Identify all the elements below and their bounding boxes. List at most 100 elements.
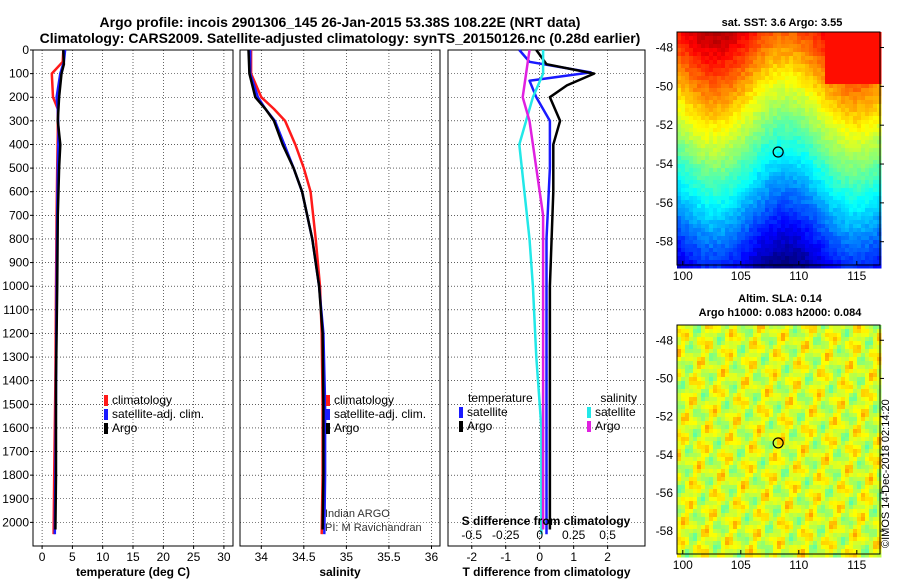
map-cell [741,148,746,153]
map-cell [689,381,694,386]
map-cell [877,236,882,241]
map-cell [849,76,854,81]
map-cell [681,405,686,410]
map-cell [801,84,806,89]
map-cell [873,120,878,125]
map-cell [853,204,858,209]
legend-swatch [326,395,330,406]
map-cell [749,60,754,65]
map-cell [681,329,686,334]
map-cell [785,429,790,434]
map-cell [833,84,838,89]
map-cell [729,437,734,442]
map-cell [729,188,734,193]
map-cell [717,260,722,265]
map-cell [837,220,842,225]
map-cell [701,385,706,390]
map-cell [797,248,802,253]
map-cell [857,120,862,125]
map-cell [721,228,726,233]
map-cell [821,260,826,265]
map-cell [705,389,710,394]
map-cell [757,457,762,462]
map-cell [717,341,722,346]
map-cell [713,425,718,430]
map-cell [793,32,798,37]
map-cell [805,457,810,462]
map-cell [833,365,838,370]
map-cell [757,260,762,265]
map-cell [761,393,766,398]
map-cell [789,325,794,330]
map-cell [829,361,834,366]
map-cell [793,100,798,105]
map-cell [809,441,814,446]
map-cell [833,120,838,125]
map-cell [849,224,854,229]
map-cell [849,184,854,189]
map-cell [805,385,810,390]
map-cell [757,208,762,213]
map-cell [869,453,874,458]
map-cell [789,417,794,422]
map-cell [749,172,754,177]
map-cell [769,72,774,77]
map-cell [853,333,858,338]
map-cell [789,92,794,97]
map-cell [693,405,698,410]
map-cell [813,40,818,45]
map-cell [749,461,754,466]
map-cell [693,260,698,265]
map-cell [845,341,850,346]
map-cell [829,260,834,265]
map-cell [757,429,762,434]
map-cell [869,84,874,89]
map-cell [869,172,874,177]
map-cell [733,437,738,442]
map-cell [841,441,846,446]
map-cell [841,96,846,101]
map-cell [789,337,794,342]
map-cell [745,80,750,85]
map-cell [777,325,782,330]
map-cell [689,248,694,253]
map-cell [793,40,798,45]
map-cell [721,200,726,205]
map-cell [853,208,858,213]
map-cell [869,325,874,330]
map-cell [825,333,830,338]
map-cell [821,373,826,378]
map-cell [813,124,818,129]
map-cell [857,36,862,41]
map-cell [857,204,862,209]
map-cell [769,449,774,454]
map-cell [709,224,714,229]
map-cell [837,172,842,177]
map-cell [873,80,878,85]
map-cell [737,248,742,253]
map-cell [761,224,766,229]
map-cell [793,140,798,145]
map-cell [713,429,718,434]
map-cell [793,337,798,342]
map-cell [865,204,870,209]
map-cell [721,216,726,221]
map-cell [873,116,878,121]
map-cell [725,72,730,77]
map-cell [725,457,730,462]
map-cell [813,345,818,350]
map-cell [705,80,710,85]
map-cell [697,329,702,334]
map-cell [693,140,698,145]
map-cell [689,208,694,213]
map-cell [685,108,690,113]
map-cell [729,333,734,338]
map-cell [833,244,838,249]
map-cell [693,369,698,374]
map-cell [777,236,782,241]
map-cell [709,393,714,398]
map-cell [677,168,682,173]
map-cell [869,256,874,261]
map-cell [857,92,862,97]
map-cell [789,341,794,346]
